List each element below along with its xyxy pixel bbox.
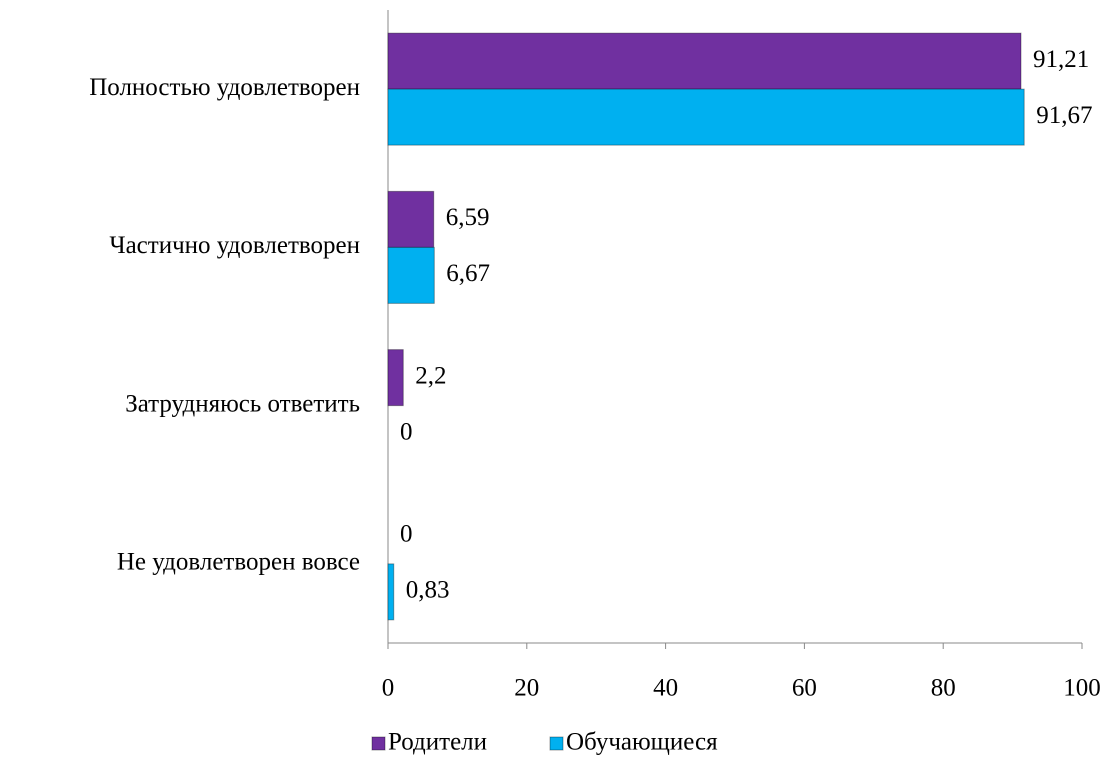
y-tick-label: Не удовлетворен вовсе — [117, 549, 360, 576]
x-tick-label: 100 — [1063, 675, 1101, 702]
legend-label: Обучающиеся — [566, 729, 718, 756]
y-tick-label: Полностью удовлетворен — [89, 74, 360, 101]
value-label: 6,59 — [446, 204, 490, 231]
x-tick-label: 20 — [514, 675, 539, 702]
x-tick-label: 40 — [653, 675, 678, 702]
y-tick-label: Затрудняюсь ответить — [125, 390, 360, 417]
value-label: 0,83 — [406, 577, 450, 604]
bar — [387, 88, 1025, 146]
bar — [387, 190, 435, 248]
bar — [387, 32, 1022, 90]
value-label: 0 — [400, 521, 413, 548]
x-tick-label: 60 — [792, 675, 817, 702]
x-tick-label: 0 — [382, 675, 395, 702]
value-label: 91,67 — [1036, 102, 1092, 129]
value-label: 0 — [400, 418, 413, 445]
value-label: 91,21 — [1033, 46, 1089, 73]
bar — [387, 563, 395, 621]
bar — [387, 349, 404, 407]
legend-swatch — [371, 736, 386, 751]
value-label: 2,2 — [415, 362, 446, 389]
legend-label: Родители — [388, 729, 487, 756]
bar — [387, 246, 435, 304]
value-label: 6,67 — [446, 260, 490, 287]
y-tick-label: Частично удовлетворен — [109, 232, 360, 259]
x-tick-label: 80 — [931, 675, 956, 702]
legend-swatch — [549, 736, 564, 751]
